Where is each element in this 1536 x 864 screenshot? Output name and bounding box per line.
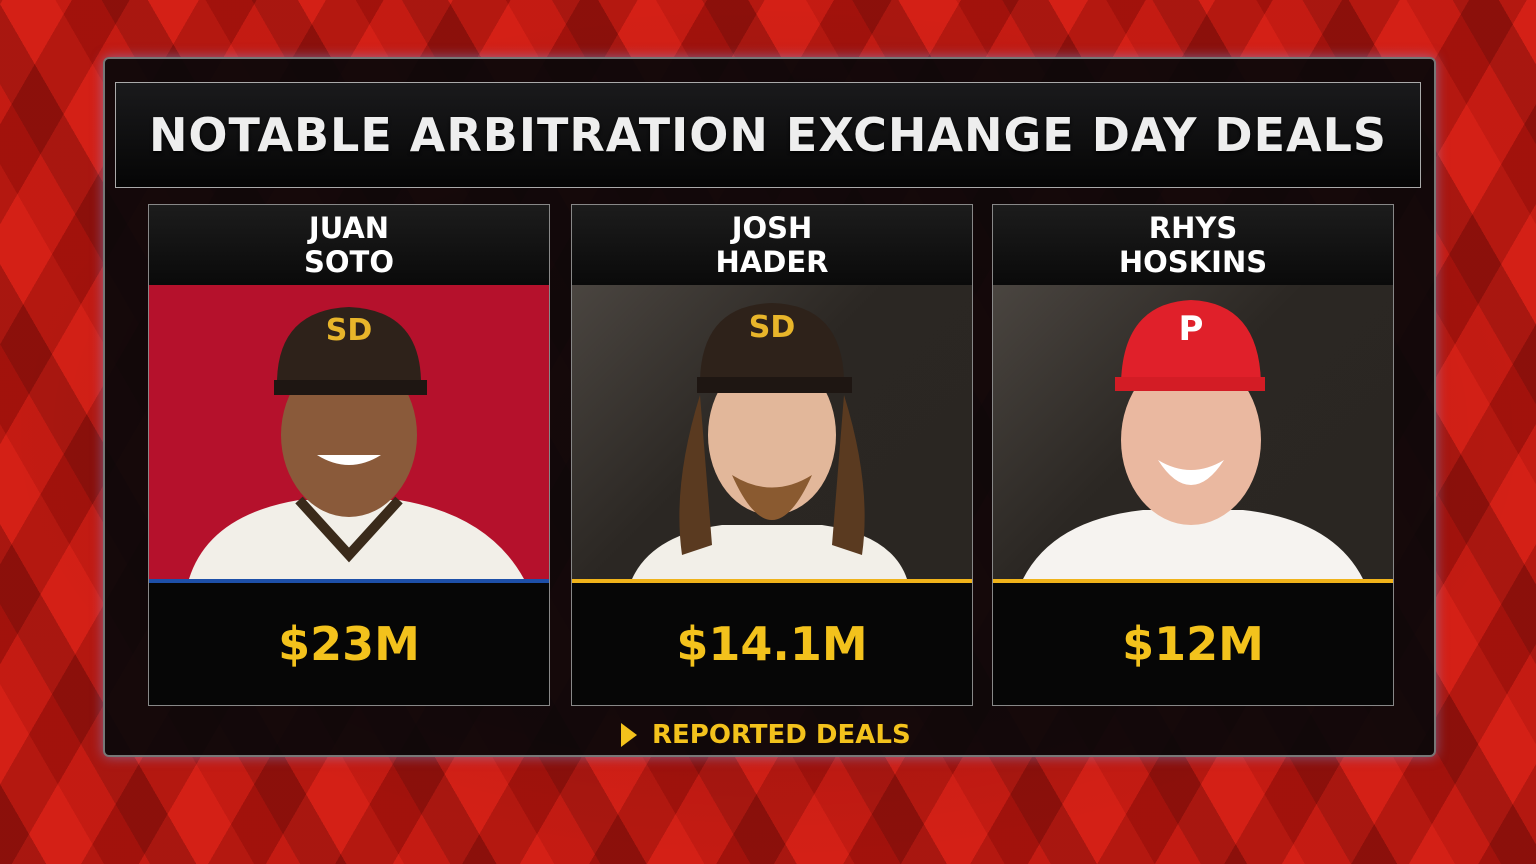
photo-illustration: P (1023, 300, 1363, 579)
player-photo: SD (149, 285, 549, 583)
photo-illustration: SD (189, 307, 524, 579)
player-card: RHYS HOSKINS P $12M (992, 204, 1394, 706)
player-photo: SD (572, 285, 972, 583)
footer-text: REPORTED DEALS (652, 720, 911, 750)
player-card: JUAN SOTO SD $23M (148, 204, 550, 706)
first-name: JUAN (308, 211, 390, 245)
deal-amount: $23M (278, 617, 420, 671)
player-name: JUAN SOTO (149, 205, 549, 285)
player-name: JOSH HADER (572, 205, 972, 285)
title: NOTABLE ARBITRATION EXCHANGE DAY DEALS (148, 108, 1388, 162)
deal-amount: $12M (1122, 617, 1264, 671)
deal-amount: $14.1M (676, 617, 868, 671)
player-photo: P (993, 285, 1393, 583)
svg-text:SD: SD (326, 313, 373, 348)
player-card: JOSH HADER SD $14.1M (571, 204, 973, 706)
footer: REPORTED DEALS (620, 718, 911, 752)
last-name: SOTO (304, 245, 394, 279)
player-name: RHYS HOSKINS (993, 205, 1393, 285)
svg-text:SD: SD (749, 310, 796, 345)
title-bar: NOTABLE ARBITRATION EXCHANGE DAY DEALS (115, 82, 1421, 188)
last-name: HADER (715, 245, 829, 279)
last-name: HOSKINS (1118, 245, 1268, 279)
photo-illustration: SD (632, 303, 907, 579)
footer-arrow (621, 723, 637, 747)
first-name: JOSH (731, 211, 813, 245)
first-name: RHYS (1148, 211, 1238, 245)
svg-text:P: P (1179, 309, 1204, 349)
